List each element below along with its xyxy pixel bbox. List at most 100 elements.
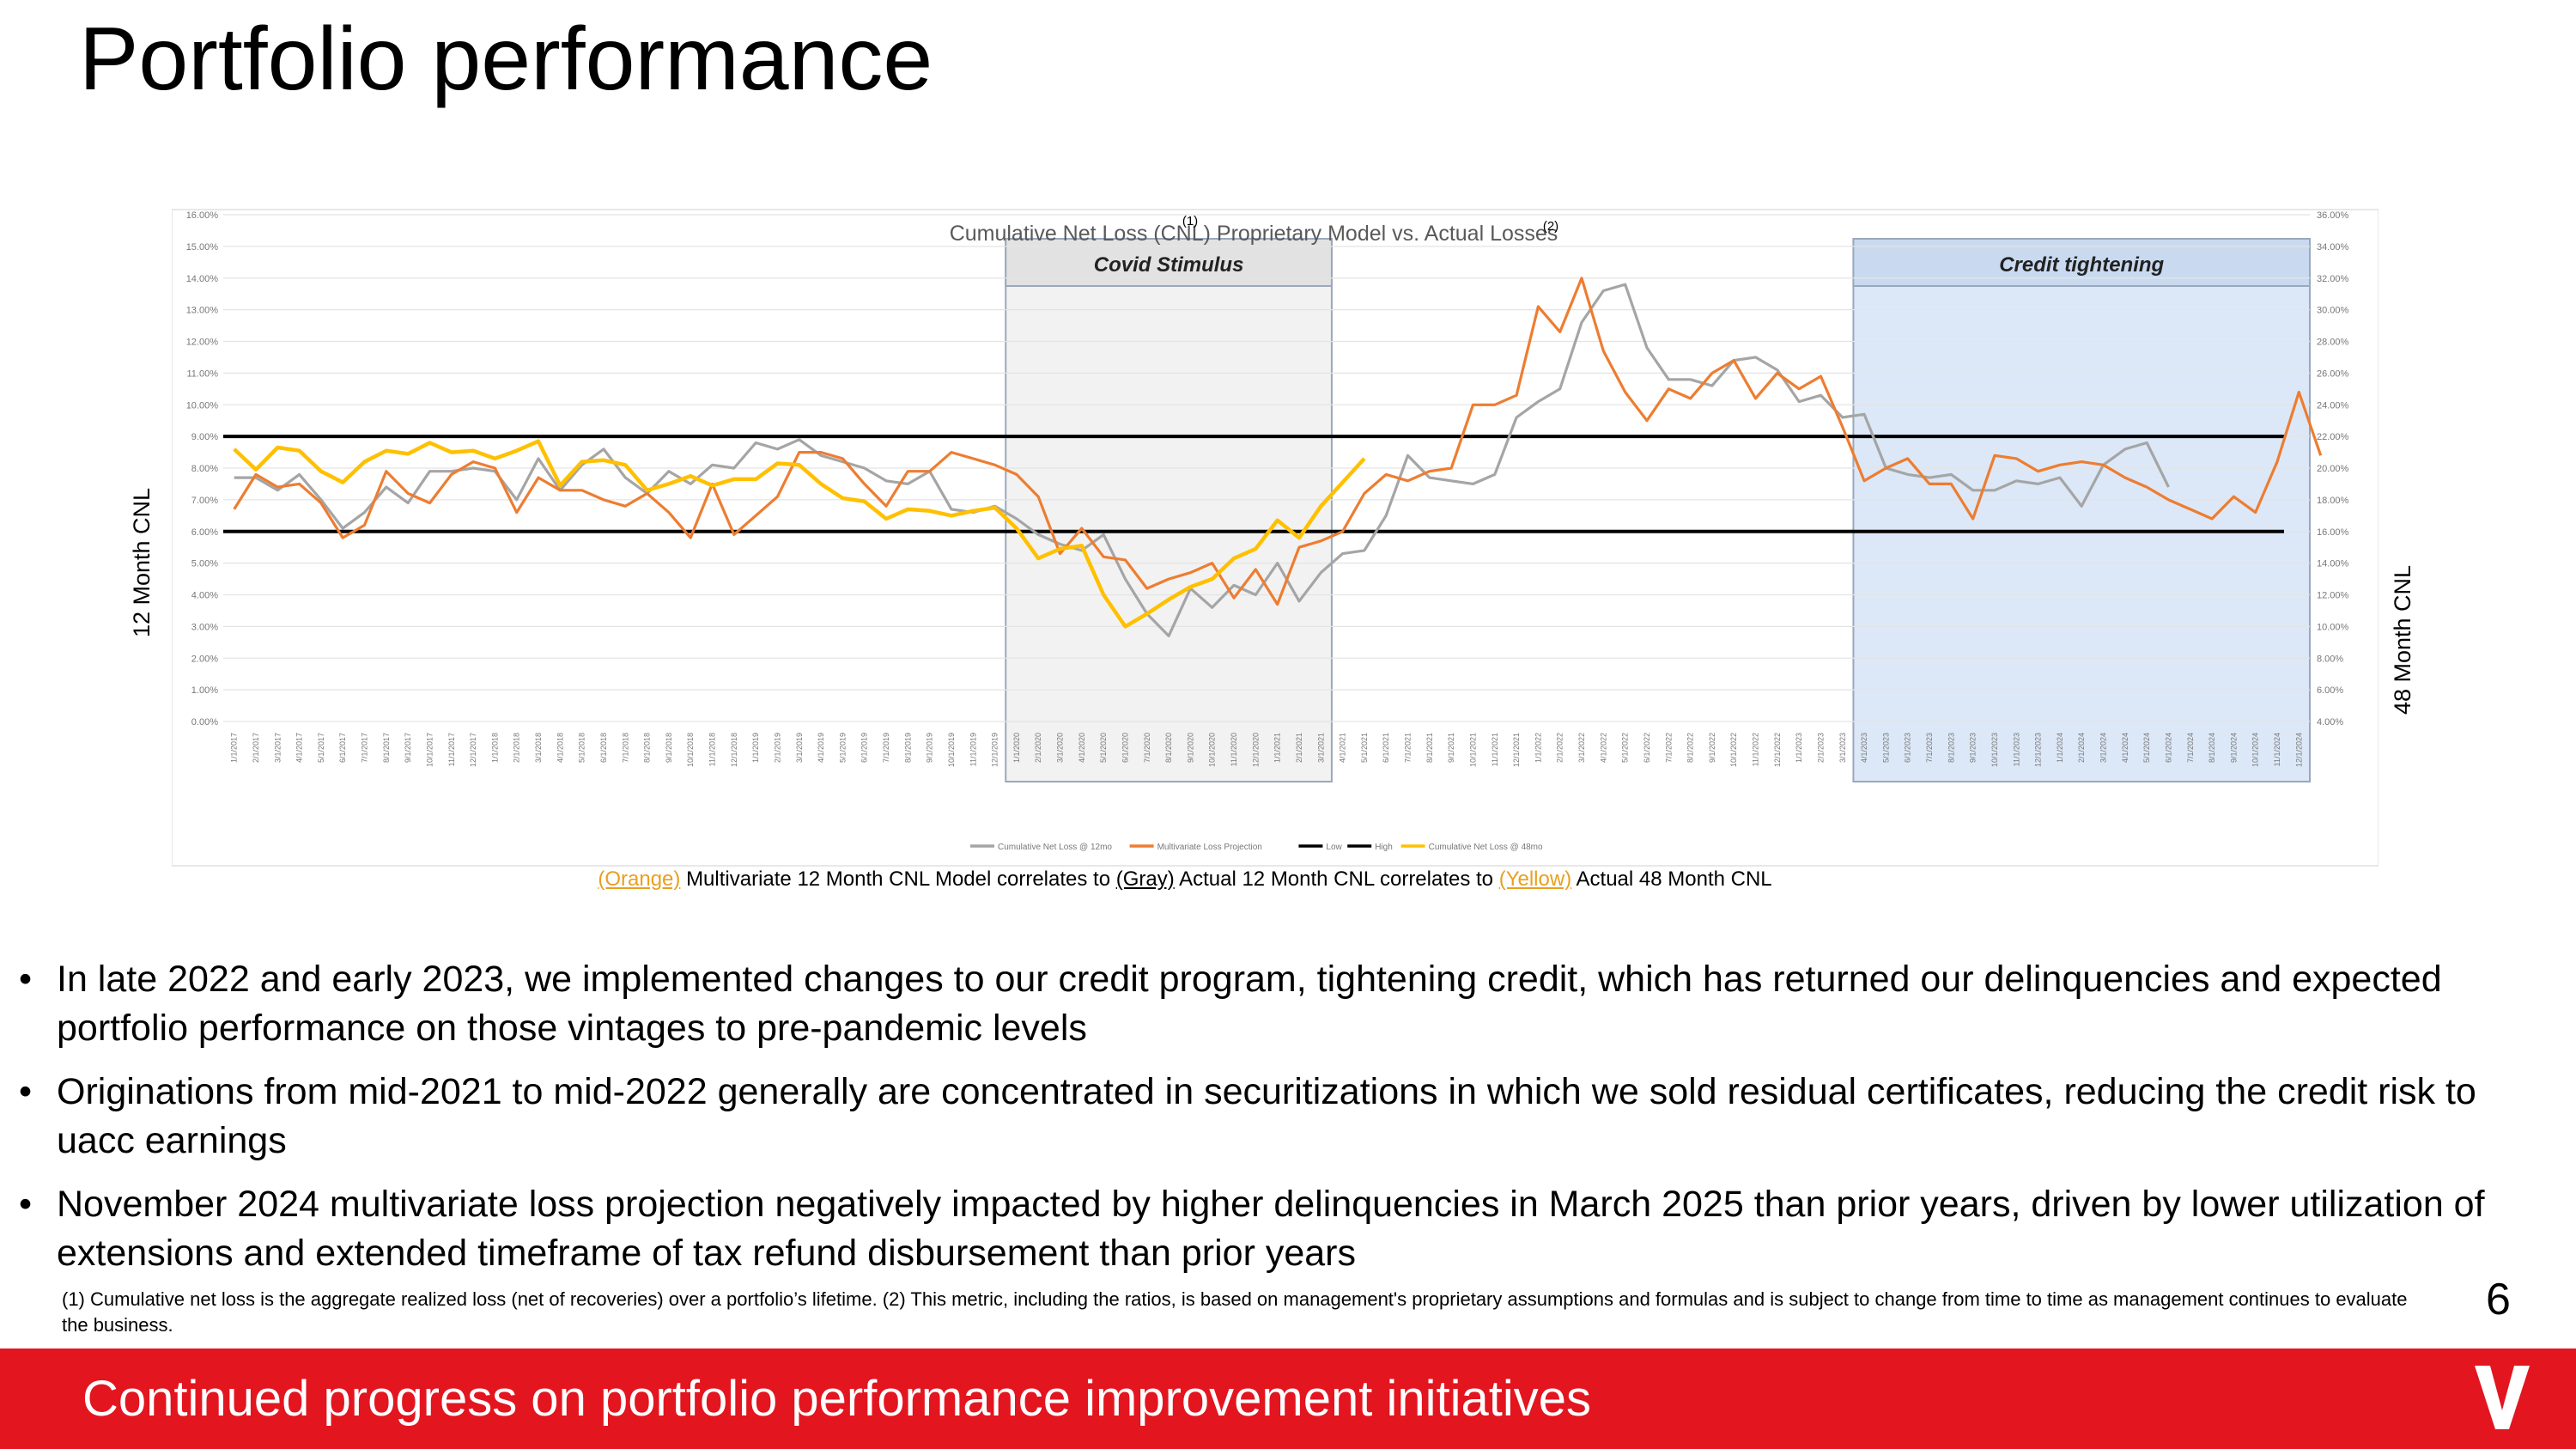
x-tick-label: 11/1/2023 [2012,733,2020,766]
y-axis-right-label: 48 Month CNL [2390,564,2415,715]
x-tick-label: 6/1/2022 [1643,733,1651,763]
series-line-2 [233,439,1366,629]
y-right-tick-label: 20.00% [2317,464,2349,474]
x-tick-label: 5/1/2021 [1360,733,1369,763]
x-tick-label: 12/1/2024 [2294,733,2303,767]
x-tick-label: 5/1/2020 [1099,733,1108,763]
series-line-0 [234,283,2170,637]
x-tick-label: 7/1/2021 [1404,733,1413,763]
x-tick-label: 6/1/2020 [1121,733,1129,763]
x-tick-label: 6/1/2018 [599,733,608,763]
x-tick-label: 10/1/2020 [1208,733,1217,767]
x-tick-label: 5/1/2022 [1621,733,1630,763]
x-tick-label: 4/1/2020 [1078,733,1086,763]
x-tick-label: 8/1/2023 [1947,733,1955,763]
legend-label: Multivariate Loss Projection [1157,843,1262,852]
band-credit-tightening [1852,238,2311,782]
bullet-item: • Originations from mid-2021 to mid-2022 … [17,1068,2524,1166]
x-tick-label: 7/1/2020 [1143,733,1151,763]
x-tick-label: 9/1/2023 [1969,733,1978,763]
series-line-1 [233,277,2323,606]
x-tick-label: 1/1/2020 [1012,733,1021,763]
x-tick-label: 12/1/2019 [991,733,999,767]
x-tick-label: 12/1/2022 [1773,733,1782,767]
caption-yellow-tag: (Yellow) [1498,868,1572,891]
x-tick-label: 9/1/2017 [404,733,412,763]
x-tick-label: 8/1/2017 [382,733,391,763]
bullet-item: • November 2024 multivariate loss project… [17,1180,2524,1278]
x-tick-label: 9/1/2018 [665,733,673,763]
y-right-tick-label: 8.00% [2317,654,2343,664]
x-tick-label: 9/1/2024 [2229,733,2238,763]
bullet-list: • In late 2022 and early 2023, we impleme… [17,955,2524,1293]
x-tick-label: 4/1/2019 [817,733,825,763]
cnl-chart-container: Covid Stimulus Credit tightening 16.00% 15.… [172,206,2379,868]
x-tick-label: 1/1/2019 [751,733,760,763]
y-left-tick-label: 12.00% [186,338,219,348]
x-tick-label: 4/1/2024 [2121,733,2129,763]
band-covid-stimulus [1005,238,1333,782]
x-tick-label: 3/1/2022 [1577,733,1586,763]
x-tick-label: 1/1/2018 [490,733,499,763]
x-tick-label: 3/1/2019 [795,733,804,763]
x-tick-label: 12/1/2023 [2034,733,2043,767]
x-tick-label: 7/1/2022 [1664,733,1673,763]
x-tick-label: 7/1/2018 [621,733,629,763]
page-number: 6 [2486,1275,2511,1324]
x-tick-label: 8/1/2022 [1686,733,1695,763]
x-tick-label: 6/1/2021 [1382,733,1390,763]
x-tick-label: 12/1/2018 [730,733,738,767]
bullet-text: In late 2022 and early 2023, we implemen… [57,959,2442,1049]
bullet-marker: • [19,1071,33,1112]
v-logo-icon [2475,1366,2530,1429]
cnl-chart: Covid Stimulus Credit tightening 16.00% 15.… [172,209,2379,867]
y-right-tick-label: 32.00% [2317,274,2349,284]
title-footnote-2: (2) [1543,219,1558,234]
x-tick-label: 3/1/2024 [2099,733,2108,763]
y-right-tick-label: 30.00% [2317,306,2349,316]
x-tick-label: 5/1/2017 [317,733,325,763]
x-tick-label: 3/1/2021 [1316,733,1325,763]
page-title: Portfolio performance [79,9,933,109]
y-left-tick-label: 11.00% [187,368,219,379]
legend-label: Low [1326,843,1342,852]
x-tick-label: 4/1/2021 [1339,733,1347,763]
y-right-tick-label: 34.00% [2317,242,2349,253]
caption-yellow-text: Actual 48 Month CNL [1576,868,1772,891]
x-tick-label: 9/1/2020 [1186,733,1194,763]
y-right-tick-label: 24.00% [2317,400,2349,411]
x-tick-label: 12/1/2021 [1512,733,1521,767]
y-right-tick-label: 28.00% [2317,338,2349,348]
x-tick-label: 6/1/2024 [2164,733,2172,763]
bullet-marker: • [19,959,33,1000]
x-tick-label: 8/1/2024 [2208,733,2216,763]
y-left-tick-label: 14.00% [186,274,219,284]
legend-label: Cumulative Net Loss @ 12mo [998,843,1112,852]
x-tick-label: 2/1/2018 [513,733,521,763]
y-right-tick-label: 6.00% [2317,685,2343,696]
bullet-text: November 2024 multivariate loss projecti… [57,1184,2485,1274]
x-tick-label: 9/1/2021 [1447,733,1455,763]
y-left-tick-label: 7.00% [191,496,218,506]
x-tick-label: 11/1/2018 [708,733,717,766]
x-tick-label: 10/1/2022 [1729,733,1738,767]
bullet-text: Originations from mid-2021 to mid-2022 g… [57,1071,2476,1161]
x-tick-label: 7/1/2023 [1925,733,1934,763]
y-right-tick-label: 14.00% [2317,559,2349,569]
y-left-tick-label: 1.00% [191,685,218,696]
x-tick-label: 2/1/2024 [2077,733,2086,763]
y-left-tick-label: 16.00% [186,210,219,221]
y-left-tick-label: 6.00% [191,527,218,538]
x-tick-label: 5/1/2019 [838,733,847,763]
x-tick-label: 2/1/2017 [252,733,260,763]
x-tick-label: 3/1/2020 [1056,733,1065,763]
y-left-tick-label: 4.00% [191,591,218,601]
y-left-tick-label: 0.00% [191,717,218,728]
x-tick-label: 10/1/2017 [425,733,434,767]
x-tick-label: 9/1/2019 [926,733,934,763]
x-tick-label: 11/1/2021 [1491,733,1499,766]
legend-label: Cumulative Net Loss @ 48mo [1429,843,1543,852]
x-tick-label: 2/1/2021 [1295,733,1303,763]
footer-bar: Continued progress on portfolio performa… [0,1349,2576,1449]
caption-orange-text: Multivariate 12 Month CNL Model correlat… [686,868,1111,891]
